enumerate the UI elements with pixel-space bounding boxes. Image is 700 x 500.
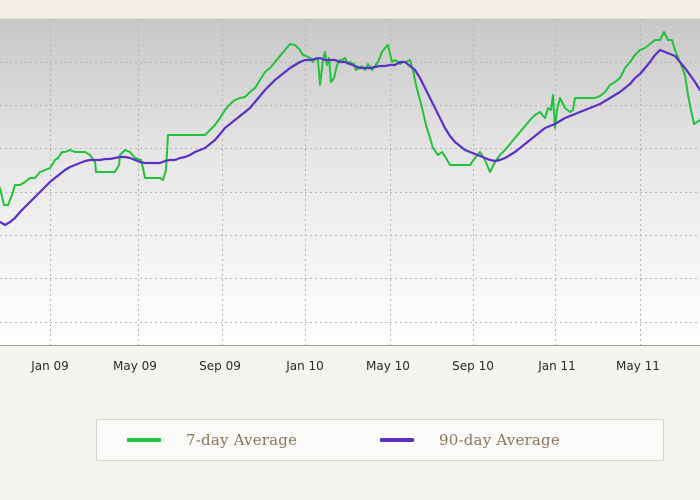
line-chart: Jan 09 May 09 Sep 09 Jan 10 May 10 Sep 10 Jan … bbox=[0, 19, 700, 373]
x-tick-label: May 10 bbox=[366, 359, 410, 373]
x-tick-label: Jan 10 bbox=[285, 359, 324, 373]
series-line-90-day bbox=[0, 48, 700, 227]
legend-item-90-day: 90-day Average bbox=[380, 420, 560, 460]
x-tick-labels: Jan 09 May 09 Sep 09 Jan 10 May 10 Sep 10 Jan … bbox=[30, 359, 660, 373]
x-tick-label: Sep 10 bbox=[452, 359, 494, 373]
legend-swatch-7-day bbox=[127, 438, 161, 442]
grid bbox=[0, 19, 700, 345]
series-line-7-day bbox=[0, 31, 700, 206]
legend-label-7-day: 7-day Average bbox=[186, 431, 298, 449]
legend-item-7-day: 7-day Average bbox=[127, 420, 297, 460]
x-tick-label: Jan 09 bbox=[30, 359, 69, 373]
top-strip bbox=[0, 0, 700, 19]
x-tick-label: Sep 09 bbox=[199, 359, 241, 373]
legend-swatch-90-day bbox=[380, 438, 414, 442]
x-tick-label: May 09 bbox=[113, 359, 157, 373]
legend-label-90-day: 90-day Average bbox=[439, 431, 560, 449]
x-tick-label: May 11 bbox=[616, 359, 660, 373]
plot-area bbox=[0, 19, 700, 346]
x-tick-label: Jan 11 bbox=[537, 359, 576, 373]
series-layer bbox=[0, 31, 700, 227]
legend: 7-day Average 90-day Average bbox=[96, 419, 664, 461]
